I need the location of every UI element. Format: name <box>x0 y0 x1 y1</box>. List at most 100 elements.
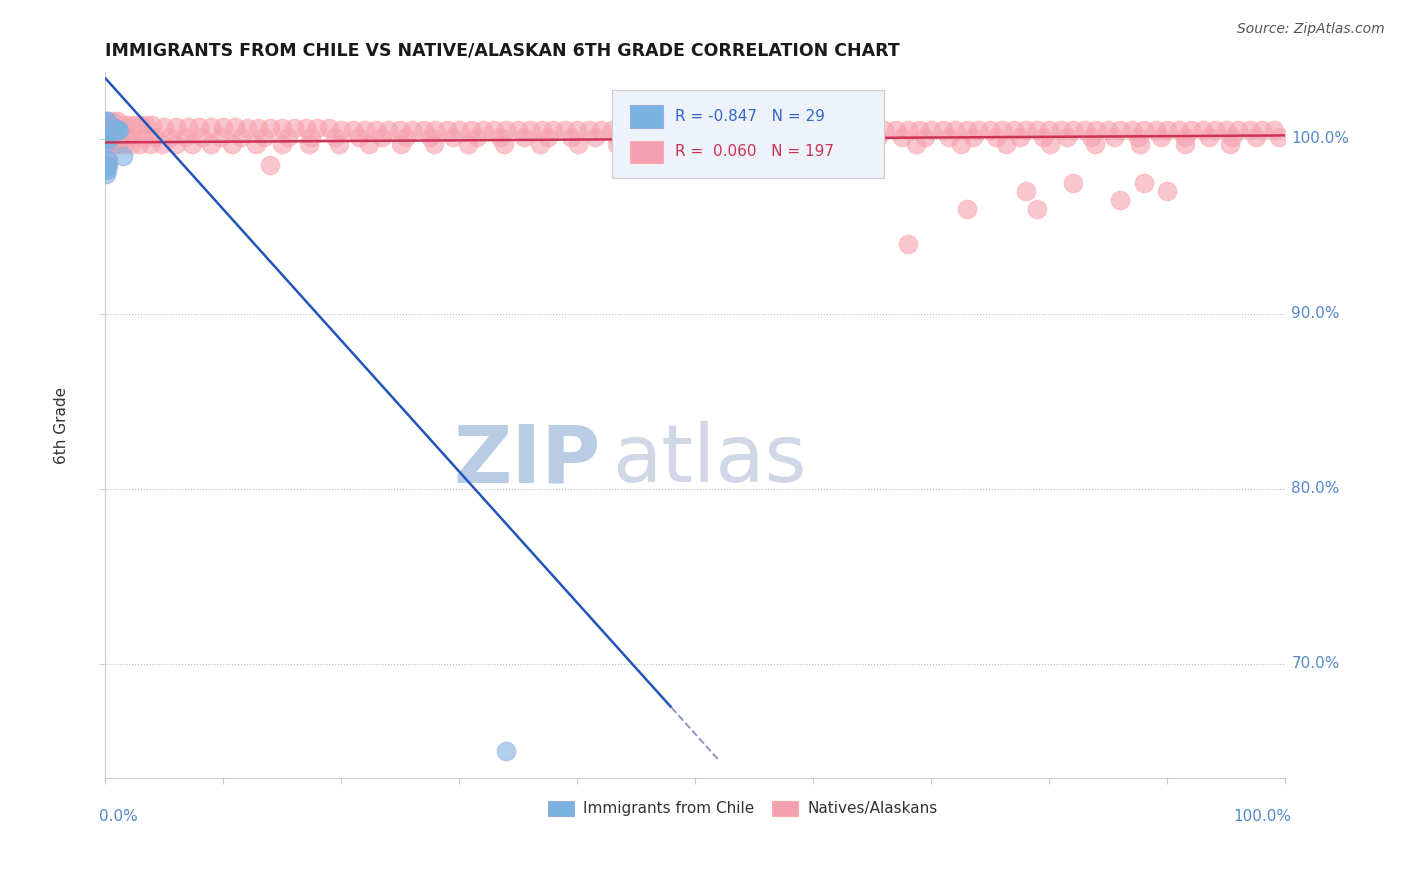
Point <box>1268 130 1291 145</box>
Point <box>1132 176 1154 190</box>
Point <box>1073 123 1095 137</box>
Point <box>174 130 197 145</box>
Point <box>815 137 838 152</box>
Point <box>1156 123 1178 137</box>
Point <box>654 130 676 145</box>
Point <box>873 123 896 137</box>
Point <box>96 153 118 167</box>
Point <box>506 123 529 137</box>
Point <box>436 123 458 137</box>
Point <box>1150 130 1173 145</box>
Point <box>271 137 294 152</box>
Point <box>897 236 920 251</box>
Point <box>536 130 558 145</box>
Text: 90.0%: 90.0% <box>1291 306 1340 321</box>
Point <box>1039 137 1062 152</box>
Bar <box>630 141 664 163</box>
Point <box>96 114 118 128</box>
Point <box>742 123 765 137</box>
Point <box>97 114 120 128</box>
Point <box>1126 130 1149 145</box>
Point <box>330 123 353 137</box>
Point <box>188 120 211 134</box>
Point <box>465 130 488 145</box>
Point <box>1102 130 1125 145</box>
Point <box>606 137 628 152</box>
Point <box>366 123 388 137</box>
Point <box>105 114 128 128</box>
Point <box>1062 176 1084 190</box>
Point <box>489 130 512 145</box>
Point <box>529 137 551 152</box>
Point <box>418 130 440 145</box>
Text: IMMIGRANTS FROM CHILE VS NATIVE/ALASKAN 6TH GRADE CORRELATION CHART: IMMIGRANTS FROM CHILE VS NATIVE/ALASKAN … <box>105 42 900 60</box>
Point <box>129 118 152 132</box>
Point <box>1198 130 1220 145</box>
Point <box>96 130 118 145</box>
Point <box>101 120 124 134</box>
Point <box>1097 123 1119 137</box>
Point <box>283 121 305 136</box>
Text: R =  0.060   N = 197: R = 0.060 N = 197 <box>675 145 834 160</box>
Point <box>94 132 117 146</box>
Point <box>212 120 235 134</box>
Point <box>1219 137 1241 152</box>
Point <box>423 137 446 152</box>
Point <box>1215 123 1237 137</box>
Point <box>844 130 866 145</box>
Point <box>447 123 470 137</box>
Point <box>301 130 323 145</box>
Point <box>200 137 222 152</box>
Point <box>1121 123 1143 137</box>
Point <box>138 137 160 152</box>
Point <box>730 137 752 152</box>
Point <box>1056 130 1078 145</box>
Point <box>607 130 630 145</box>
Point <box>868 130 890 145</box>
Point <box>111 149 134 163</box>
FancyBboxPatch shape <box>613 90 884 178</box>
Point <box>613 123 636 137</box>
Point <box>347 130 370 145</box>
Point <box>1084 137 1107 152</box>
Point <box>1014 185 1036 199</box>
Text: Immigrants from Chile: Immigrants from Chile <box>583 801 754 816</box>
Point <box>513 130 536 145</box>
Point <box>229 130 252 145</box>
Point <box>401 123 423 137</box>
Point <box>209 130 232 145</box>
Point <box>860 123 883 137</box>
Text: Source: ZipAtlas.com: Source: ZipAtlas.com <box>1237 22 1385 37</box>
Point <box>755 123 778 137</box>
Point <box>1144 123 1167 137</box>
Point <box>412 123 434 137</box>
Point <box>1244 130 1267 145</box>
Point <box>967 123 990 137</box>
Point <box>120 137 142 152</box>
Point <box>105 123 128 137</box>
Text: 100.0%: 100.0% <box>1233 809 1291 824</box>
Point <box>1156 185 1178 199</box>
Point <box>425 123 447 137</box>
Point <box>107 137 129 152</box>
Point <box>100 120 122 134</box>
Point <box>471 123 494 137</box>
Point <box>956 202 979 216</box>
Point <box>318 121 340 136</box>
Point <box>519 123 541 137</box>
Point <box>790 123 813 137</box>
Point <box>938 130 960 145</box>
Point <box>235 121 257 136</box>
Point <box>702 130 724 145</box>
Point <box>725 130 748 145</box>
Point <box>631 130 654 145</box>
Text: Natives/Alaskans: Natives/Alaskans <box>807 801 938 816</box>
Point <box>371 130 394 145</box>
Point <box>820 130 842 145</box>
Point <box>97 136 120 150</box>
Point <box>838 123 860 137</box>
Point <box>1168 123 1191 137</box>
Point <box>342 123 364 137</box>
Point <box>104 121 127 136</box>
Point <box>731 123 754 137</box>
